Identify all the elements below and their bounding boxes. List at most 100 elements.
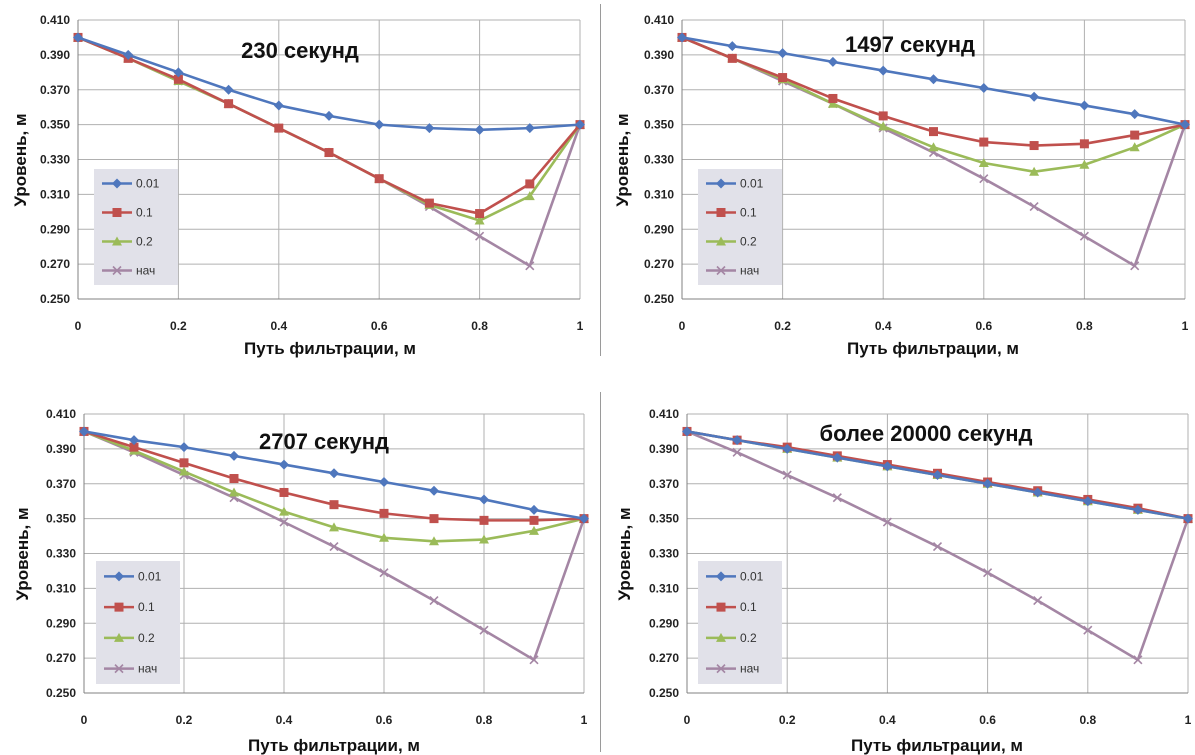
y-tick-label: 0.350: [649, 512, 679, 526]
y-tick-label: 0.310: [644, 187, 674, 201]
data-point: [379, 508, 389, 518]
legend-label: 0.01: [136, 177, 160, 191]
legend-label: нач: [136, 264, 155, 278]
data-point: [424, 123, 435, 134]
data-point: [529, 515, 539, 525]
data-point: [379, 568, 389, 578]
legend-marker: [114, 571, 124, 582]
y-tick-label: 0.350: [644, 118, 674, 132]
data-point: [1079, 139, 1089, 149]
data-point: [1029, 202, 1039, 212]
legend-label: 0.1: [138, 600, 155, 614]
x-tick-label: 0.6: [376, 713, 393, 727]
data-point: [1079, 100, 1090, 111]
data-point: [429, 596, 439, 606]
data-point: [424, 198, 434, 208]
legend-label: 0.1: [136, 206, 153, 220]
data-point: [932, 470, 943, 481]
data-point: [524, 123, 535, 134]
y-tick-label: 0.290: [644, 222, 674, 236]
legend-marker: [716, 571, 726, 582]
data-point: [1129, 142, 1140, 152]
chart-panel-3: 0.250 0.270 0.290 0.310 0.330 0.350 0.370 0.390…: [13, 407, 589, 755]
legend: 0.01 0.1 0.2 нач: [698, 169, 782, 285]
data-point: [1029, 166, 1040, 176]
y-tick-label: 0.250: [40, 292, 70, 306]
data-point: [1133, 655, 1143, 665]
x-tick-label: 1: [581, 713, 588, 727]
x-tick-label: 1: [577, 319, 584, 333]
legend: 0.01 0.1 0.2 нач: [698, 561, 782, 684]
data-point: [329, 541, 339, 552]
x-tick-label: 0.8: [1079, 713, 1096, 727]
data-point: [279, 506, 289, 516]
x-tick-label: 0.4: [875, 319, 892, 333]
data-point: [474, 124, 485, 135]
data-point: [274, 123, 284, 133]
data-point: [1083, 625, 1093, 635]
y-tick-label: 0.290: [649, 616, 679, 630]
data-point: [727, 53, 737, 63]
data-point: [983, 568, 993, 578]
data-point: [828, 93, 838, 103]
y-tick-label: 0.390: [649, 442, 679, 456]
legend-marker: [716, 632, 726, 642]
chart-title: 1497 секунд: [845, 32, 975, 57]
chart-panel-1: 0.250 0.270 0.290 0.310 0.330 0.350 0.370 0.390…: [11, 13, 585, 358]
data-point: [429, 536, 439, 546]
y-tick-label: 0.290: [40, 222, 70, 236]
data-point: [179, 458, 189, 468]
y-tick-label: 0.350: [40, 118, 70, 132]
data-point: [475, 231, 485, 241]
y-tick-label: 0.270: [46, 651, 76, 665]
y-tick-label: 0.390: [40, 48, 70, 62]
y-tick-label: 0.250: [46, 686, 76, 700]
data-point: [928, 74, 939, 85]
data-point: [1132, 504, 1143, 515]
data-point: [979, 174, 989, 184]
x-tick-label: 0.4: [270, 319, 287, 333]
y-tick-label: 0.390: [644, 48, 674, 62]
y-tick-label: 0.370: [644, 83, 674, 97]
data-point: [932, 541, 943, 552]
data-point: [529, 655, 539, 665]
data-point: [223, 84, 234, 95]
legend-label: 0.2: [740, 235, 757, 249]
data-point: [827, 98, 838, 108]
data-point: [878, 65, 889, 76]
legend-label: нач: [138, 662, 157, 676]
vertical-divider-top: [600, 4, 601, 356]
data-point: [73, 32, 83, 43]
y-tick-label: 0.370: [649, 477, 679, 491]
data-point: [324, 110, 334, 121]
legend-marker: [112, 208, 122, 217]
legend-label: 0.01: [740, 569, 764, 583]
data-point: [229, 487, 239, 497]
x-tick-label: 0: [679, 319, 686, 333]
y-axis-label: Уровень, м: [13, 507, 32, 600]
data-point: [878, 111, 888, 121]
data-point: [279, 517, 289, 527]
y-tick-label: 0.310: [649, 581, 679, 595]
y-axis-label: Уровень, м: [613, 113, 632, 206]
x-axis-label: Путь фильтрации, м: [851, 736, 1023, 755]
data-point: [379, 532, 389, 542]
data-point: [229, 474, 239, 484]
legend-marker: [112, 236, 122, 246]
y-tick-label: 0.270: [649, 651, 679, 665]
x-tick-label: 0.4: [276, 713, 293, 727]
data-point: [474, 215, 485, 225]
legend-box: [698, 169, 782, 285]
legend-label: 0.2: [138, 631, 155, 645]
legend-marker: [716, 208, 726, 217]
legend-marker: [114, 632, 124, 642]
y-tick-label: 0.370: [46, 477, 76, 491]
data-point: [579, 513, 589, 524]
vertical-divider-bottom: [600, 392, 601, 752]
data-point: [1180, 119, 1190, 130]
x-axis-label: Путь фильтрации, м: [248, 736, 420, 755]
data-point: [374, 119, 385, 130]
data-point: [529, 504, 539, 515]
legend: 0.01 0.1 0.2 нач: [96, 561, 180, 684]
